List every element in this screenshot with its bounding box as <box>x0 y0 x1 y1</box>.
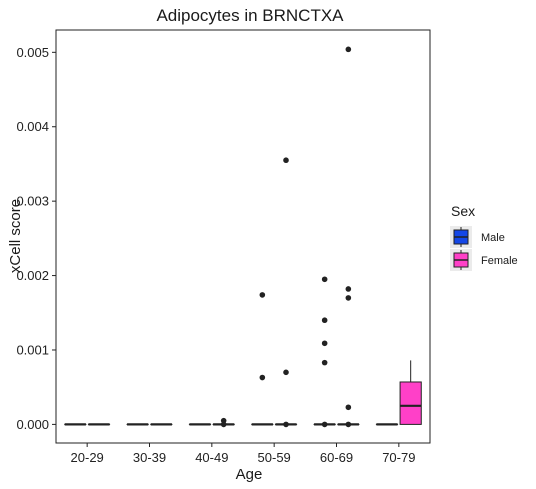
box-female <box>399 381 422 425</box>
outlier-point-female <box>220 421 227 428</box>
y-tick-label: 0.003 <box>16 194 49 209</box>
x-axis: 20-29 30-39 40-49 50-59 60-69 70-79 <box>71 443 415 465</box>
outlier-point-female <box>345 286 352 292</box>
outlier-point-male <box>259 374 266 381</box>
y-axis-title: xCell score <box>7 199 24 273</box>
y-tick-label: 0.005 <box>16 45 49 60</box>
x-tick-label: 70-79 <box>382 450 415 465</box>
x-tick-label: 60-69 <box>320 450 353 465</box>
x-tick-label: 30-39 <box>133 450 166 465</box>
outlier-point-male <box>321 359 328 366</box>
outlier-point-female <box>283 157 289 164</box>
outlier-point-male <box>321 421 328 428</box>
outlier-point-female <box>345 46 352 53</box>
y-tick-label: 0.002 <box>16 268 49 283</box>
outlier-point-female <box>345 295 352 301</box>
chart-title: Adipocytes in BRNCTXA <box>156 6 344 25</box>
y-tick-label: 0.001 <box>16 342 49 357</box>
outlier-point-male <box>321 317 328 324</box>
legend-keys: Male Female <box>450 226 518 271</box>
outlier-point-female <box>345 421 352 428</box>
legend-label-female: Female <box>481 255 518 267</box>
x-tick-label: 50-59 <box>258 450 291 465</box>
outlier-point-male <box>321 276 328 283</box>
outlier-point-male <box>259 292 266 298</box>
y-axis: 0.000 0.001 0.002 0.003 0.004 0.005 <box>16 45 56 432</box>
y-tick-label: 0.004 <box>16 119 49 134</box>
legend-label-male: Male <box>481 232 505 244</box>
legend: Sex Male Female <box>450 203 518 271</box>
outlier-point-female <box>283 421 289 428</box>
legend-title: Sex <box>451 203 475 219</box>
x-tick-label: 20-29 <box>71 450 104 465</box>
plot-marks <box>64 46 422 428</box>
y-tick-label: 0.000 <box>16 417 49 432</box>
outlier-point-female <box>283 369 289 376</box>
x-axis-title: Age <box>236 466 263 483</box>
outlier-point-female <box>345 404 352 411</box>
plot-panel <box>55 29 431 444</box>
outlier-point-male <box>321 340 328 347</box>
x-tick-label: 40-49 <box>195 450 228 465</box>
